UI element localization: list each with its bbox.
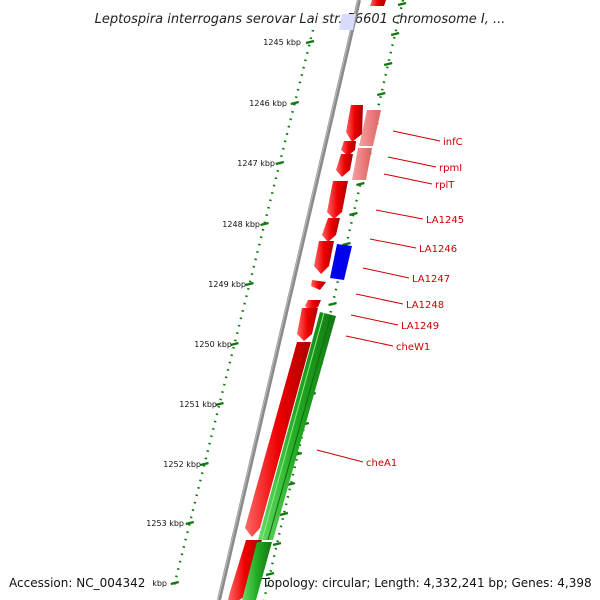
gene-LA1246 <box>322 218 340 242</box>
leader-line <box>345 335 394 347</box>
kbp-label: 1245 kbp <box>263 38 301 47</box>
map-title: Leptospira interrogans serovar Lai str. … <box>95 12 506 27</box>
leader-line <box>387 156 437 168</box>
kbp-tick <box>290 100 300 106</box>
leader-lines <box>316 130 441 463</box>
kbp-tick <box>245 281 254 287</box>
gene-cheA1-forward <box>245 342 311 537</box>
reverse-genes <box>242 312 336 600</box>
gene-feature <box>370 0 386 6</box>
backbone-highlight <box>217 0 359 600</box>
kbp-label: 1253 kbp <box>146 519 184 528</box>
inner-dash <box>376 91 386 97</box>
gene-LA1248 <box>311 280 326 290</box>
kbp-label: 1248 kbp <box>222 220 260 229</box>
backbone <box>217 0 361 600</box>
inner-dash <box>356 181 365 187</box>
blue-feature <box>330 244 352 280</box>
inner-dash <box>272 541 282 547</box>
kbp-tick <box>260 221 269 227</box>
kbp-tick <box>305 39 315 45</box>
forward-genes <box>228 0 386 600</box>
kbp-label: 1247 kbp <box>237 159 275 168</box>
outer-tick-ring <box>171 29 315 591</box>
gene-infC <box>346 105 363 142</box>
inner-dash <box>265 571 275 577</box>
gene-LA1247 <box>314 241 334 274</box>
inner-dash <box>279 511 289 517</box>
gene-cheW1 <box>297 308 318 341</box>
gene-label: cheA1 <box>366 458 397 469</box>
gene-label: LA1249 <box>401 321 439 332</box>
gene-feature <box>228 540 262 600</box>
kbp-tick <box>230 341 239 347</box>
kbp-label: 1252 kbp <box>163 460 201 469</box>
kbp-label: 1251 kbp <box>179 400 217 409</box>
pseudo-gene <box>359 110 381 146</box>
kbp-label: 1249 kbp <box>208 280 246 289</box>
kbp-label: 1250 kbp <box>194 340 232 349</box>
leader-line <box>362 267 410 279</box>
leader-line <box>316 449 364 463</box>
gene-label: LA1246 <box>419 244 457 255</box>
leader-line <box>375 209 424 220</box>
kbp-tick <box>185 520 195 526</box>
gene-label: rpmI <box>439 163 462 174</box>
kbp-label: kbp <box>152 579 167 588</box>
leader-line <box>350 314 399 326</box>
faint-feature <box>339 14 356 30</box>
inner-dash <box>390 31 400 37</box>
gene-feature <box>242 542 272 600</box>
leader-line <box>369 238 417 249</box>
accession-text: Accession: NC_004342 <box>9 576 146 590</box>
gene-label: LA1245 <box>426 215 464 226</box>
gene-label: LA1248 <box>406 300 444 311</box>
gene-stripe <box>267 314 332 541</box>
inner-dash <box>397 1 407 7</box>
gene-rplT <box>336 154 353 177</box>
gene-label: LA1247 <box>412 274 450 285</box>
kbp-tick <box>200 461 209 467</box>
kbp-tick <box>275 160 285 166</box>
kbp-tick <box>215 401 224 407</box>
inner-dash <box>349 211 358 217</box>
gene-label: infC <box>443 137 463 148</box>
topology-text: Topology: circular; Length: 4,332,241 bp… <box>262 576 592 590</box>
gene-rpmI <box>341 141 356 156</box>
gene-label: cheW1 <box>396 342 430 353</box>
pseudo-gene <box>352 148 372 180</box>
inner-dash <box>383 61 393 67</box>
kbp-ticks <box>170 39 315 586</box>
gene-label: rplT <box>435 180 455 191</box>
leader-line <box>392 130 441 142</box>
inner-dash <box>342 241 351 247</box>
gene-labels: infC rpmI rplT LA1245 LA1246 LA1247 LA12… <box>366 137 464 469</box>
leader-line <box>355 293 404 305</box>
kbp-tick <box>170 580 180 586</box>
inner-dash <box>328 301 337 307</box>
gene-stripe <box>261 312 325 541</box>
kbp-label: 1246 kbp <box>249 99 287 108</box>
gene-LA1245 <box>327 181 348 219</box>
leader-line <box>383 173 433 185</box>
kbp-labels: 1245 kbp 1246 kbp 1247 kbp 1248 kbp 1249… <box>146 38 301 588</box>
pseudo-genes <box>352 110 381 180</box>
